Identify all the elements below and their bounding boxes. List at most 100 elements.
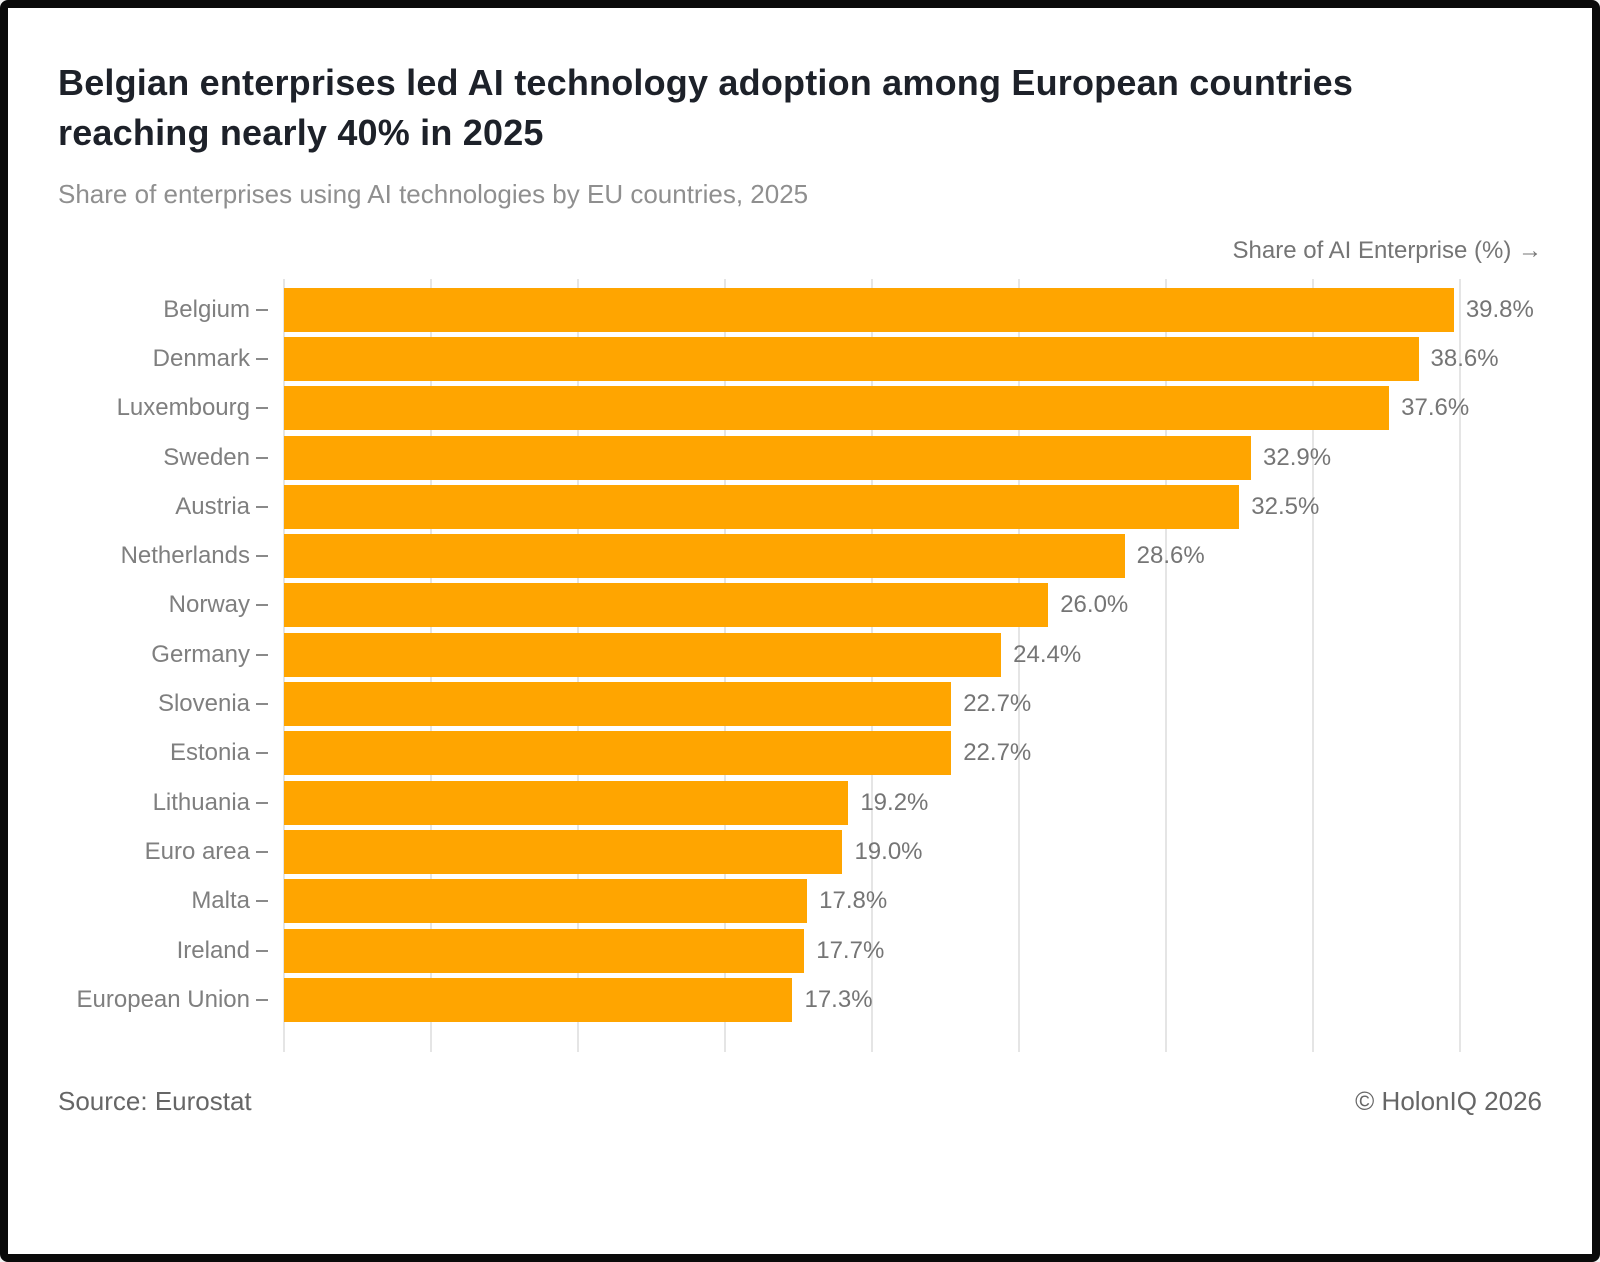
bar-row: Ireland 17.7% [58, 926, 1542, 975]
axis-tick [256, 505, 268, 508]
axis-tick [256, 850, 268, 853]
category-label: Estonia [169, 739, 250, 767]
x-axis-label: Share of AI Enterprise (%) → [1232, 237, 1542, 264]
bar-area: 17.3% [284, 975, 1542, 1024]
value-label: 22.7% [963, 690, 1032, 718]
bar [284, 829, 843, 874]
value-label: 24.4% [1013, 640, 1082, 668]
copyright-note: © HolonIQ 2026 [1355, 1086, 1542, 1117]
bar-row: European Union 17.3% [58, 975, 1542, 1024]
axis-tick [256, 555, 268, 558]
bar-area: 37.6% [284, 384, 1542, 433]
gridline [1458, 279, 1461, 1053]
category-label: Malta [191, 887, 250, 915]
bar-area: 22.7% [284, 679, 1542, 728]
axis-tick [256, 801, 268, 804]
bar [284, 435, 1251, 480]
bar-row: Malta 17.8% [58, 877, 1542, 926]
axis-tick [256, 456, 268, 459]
category-label: Denmark [152, 344, 250, 372]
bar-area: 24.4% [284, 630, 1542, 679]
bar [284, 386, 1390, 431]
page-title-line-1: Belgian enterprises led AI technology ad… [58, 62, 1354, 103]
bar-area: 17.8% [284, 877, 1542, 926]
bar [284, 977, 793, 1022]
axis-tick [256, 949, 268, 952]
value-label: 19.0% [854, 837, 923, 865]
value-label: 28.6% [1136, 542, 1205, 570]
bar-area: 19.2% [284, 778, 1542, 827]
bar-row: Denmark 38.6% [58, 334, 1542, 383]
bar-area: 26.0% [284, 581, 1542, 630]
axis-tick [256, 752, 268, 755]
value-label: 26.0% [1060, 591, 1129, 619]
bar [284, 583, 1049, 628]
gridline [1311, 279, 1314, 1053]
bar-row: Luxembourg 37.6% [58, 384, 1542, 433]
value-label: 32.9% [1263, 443, 1332, 471]
axis-tick [256, 653, 268, 656]
value-label: 39.8% [1465, 295, 1534, 323]
category-label: Netherlands [120, 542, 250, 570]
axis-tick [256, 900, 268, 903]
bar [284, 731, 952, 776]
bar-rows: Belgium 39.8% Denmark 38.6% Luxembourg 3… [58, 285, 1542, 1024]
value-label: 17.3% [804, 985, 873, 1013]
bar-row: Slovenia 22.7% [58, 679, 1542, 728]
category-label: Austria [175, 492, 250, 520]
value-label: 37.6% [1401, 394, 1470, 422]
bar-chart: Belgium 39.8% Denmark 38.6% Luxembourg 3… [58, 279, 1542, 1053]
category-label: Slovenia [157, 690, 250, 718]
page-title-line-2: reaching nearly 40% in 2025 [58, 112, 544, 153]
bar-area: 38.6% [284, 334, 1542, 383]
bar [284, 928, 805, 973]
bar-row: Norway 26.0% [58, 581, 1542, 630]
bar [284, 879, 808, 924]
bar-area: 39.8% [284, 285, 1542, 334]
value-label: 19.2% [860, 788, 929, 816]
bar [284, 534, 1125, 579]
bar-area: 32.5% [284, 482, 1542, 531]
footer: Source: Eurostat © HolonIQ 2026 [58, 1086, 1542, 1117]
source-note: Source: Eurostat [58, 1086, 252, 1117]
value-label: 32.5% [1251, 492, 1320, 520]
bar-area: 19.0% [284, 827, 1542, 876]
category-label: Ireland [176, 936, 250, 964]
category-label: Sweden [163, 443, 250, 471]
bar-area: 22.7% [284, 729, 1542, 778]
gridline [1017, 279, 1020, 1053]
value-label: 22.7% [963, 739, 1032, 767]
category-label: Germany [151, 640, 250, 668]
bar [284, 287, 1454, 332]
category-label: Belgium [163, 295, 250, 323]
axis-tick [256, 357, 268, 360]
bar [284, 682, 952, 727]
axis-tick [256, 604, 268, 607]
bar-row: Germany 24.4% [58, 630, 1542, 679]
bar-row: Estonia 22.7% [58, 729, 1542, 778]
category-label: Norway [168, 591, 250, 619]
bar [284, 336, 1419, 381]
category-label: Luxembourg [116, 394, 250, 422]
category-label: European Union [76, 985, 250, 1013]
axis-tick [256, 703, 268, 706]
bar [284, 780, 849, 825]
bar [284, 484, 1240, 529]
bar-row: Lithuania 19.2% [58, 778, 1542, 827]
category-label: Euro area [144, 837, 250, 865]
value-label: 38.6% [1430, 344, 1499, 372]
bar-row: Netherlands 28.6% [58, 531, 1542, 580]
category-label: Lithuania [152, 788, 250, 816]
value-label: 17.7% [816, 936, 885, 964]
bar-row: Austria 32.5% [58, 482, 1542, 531]
bar-row: Belgium 39.8% [58, 285, 1542, 334]
page-subtitle: Share of enterprises using AI technologi… [58, 179, 809, 209]
bar-area: 28.6% [284, 531, 1542, 580]
bar [284, 632, 1002, 677]
bar-area: 32.9% [284, 433, 1542, 482]
bar-row: Sweden 32.9% [58, 433, 1542, 482]
page-title: Belgian enterprises led AI technology ad… [58, 58, 1542, 158]
axis-tick [256, 308, 268, 311]
gridline [1164, 279, 1167, 1053]
